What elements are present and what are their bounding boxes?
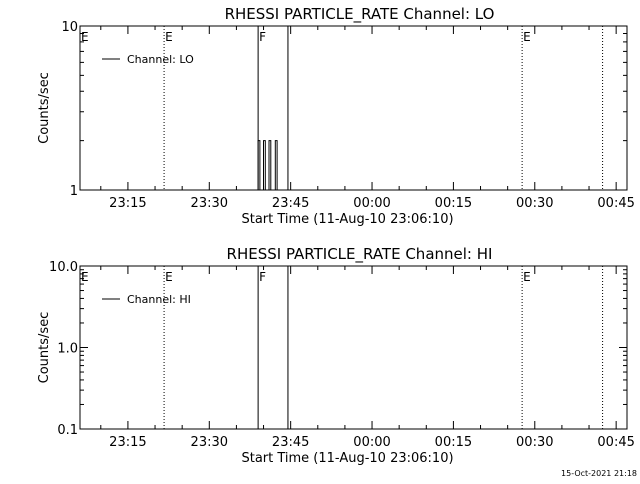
footer-timestamp: 15-Oct-2021 21:18 xyxy=(561,469,637,478)
event-marker-label: E xyxy=(165,30,173,44)
x-tick-label: 00:15 xyxy=(435,196,472,211)
event-marker-label: F xyxy=(259,270,266,284)
x-tick-label: 00:15 xyxy=(435,435,472,450)
y-tick-label: 0.1 xyxy=(57,423,78,438)
chart-title: RHESSI PARTICLE_RATE Channel: LO xyxy=(225,5,495,24)
plot-frame xyxy=(79,25,628,191)
x-tick-label: 23:15 xyxy=(109,196,146,211)
x-tick-label: 23:30 xyxy=(191,435,228,450)
panel-lo-channel: RHESSI PARTICLE_RATE Channel: LO E F E E 23:1… xyxy=(37,5,635,227)
y-tick-label: 1.0 xyxy=(57,342,78,357)
y-tick-label: 10 xyxy=(61,20,78,35)
x-tick-label: 00:00 xyxy=(353,435,390,450)
panel-hi-channel: RHESSI PARTICLE_RATE Channel: HI E F E E 23:1… xyxy=(37,245,635,466)
y-tick-label: 10.0 xyxy=(49,260,78,275)
event-marker-label: F xyxy=(259,30,266,44)
y-axis-label: Counts/sec xyxy=(37,312,52,384)
x-tick-label: 00:30 xyxy=(516,435,553,450)
y-axis-label: Counts/sec xyxy=(37,72,52,144)
x-tick-label: 00:45 xyxy=(597,196,634,211)
x-tick-label: 00:00 xyxy=(353,196,390,211)
chart-title: RHESSI PARTICLE_RATE Channel: HI xyxy=(227,245,493,264)
x-axis-label: Start Time (11-Aug-10 23:06:10) xyxy=(241,212,453,227)
legend-label: Channel: LO xyxy=(127,53,194,66)
legend-label: Channel: HI xyxy=(127,293,191,306)
event-marker-label: E xyxy=(81,30,89,44)
x-tick-label: 23:45 xyxy=(272,196,309,211)
x-tick-label: 23:15 xyxy=(109,435,146,450)
event-marker-label: E xyxy=(165,270,173,284)
series-line xyxy=(80,140,627,191)
x-tick-label: 00:45 xyxy=(597,435,634,450)
x-axis-label: Start Time (11-Aug-10 23:06:10) xyxy=(241,451,453,466)
event-marker-label: E xyxy=(523,30,531,44)
x-tick-label: 00:30 xyxy=(516,196,553,211)
x-tick-label: 23:45 xyxy=(272,435,309,450)
y-tick-label: 1 xyxy=(70,184,78,199)
x-tick-label: 23:30 xyxy=(191,196,228,211)
plot-frame xyxy=(79,265,628,430)
event-marker-label: E xyxy=(523,270,531,284)
event-marker-label: E xyxy=(81,270,89,284)
